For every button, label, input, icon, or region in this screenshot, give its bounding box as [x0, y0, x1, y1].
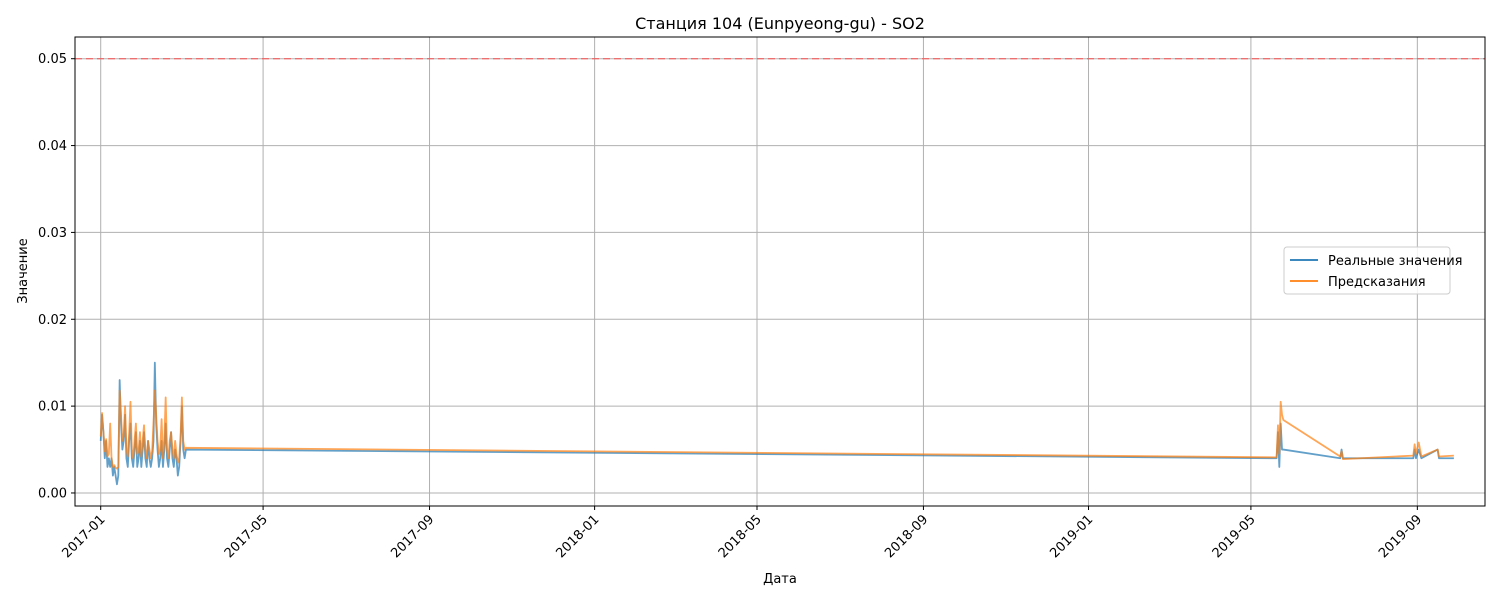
y-tick-label: 0.02	[38, 313, 67, 328]
series-line-predicted	[99, 389, 1454, 470]
legend-label-real: Реальные значения	[1328, 254, 1463, 269]
y-tick-label: 0.00	[38, 486, 67, 501]
chart-title: Станция 104 (Eunpyeong-gu) - SO2	[635, 14, 925, 33]
x-axis-label: Дата	[763, 572, 797, 587]
legend-box	[1283, 246, 1451, 295]
y-axis-ticks: 0.00 0.01 0.02 0.03 0.04 0.05	[38, 52, 75, 501]
legend-label-predicted: Предсказания	[1328, 275, 1426, 290]
y-tick-label: 0.04	[38, 139, 67, 154]
y-axis-label: Значение	[16, 238, 31, 303]
axes-frame	[74, 36, 1486, 507]
y-tick-label: 0.01	[38, 400, 67, 415]
axes-background	[75, 37, 1485, 506]
legend: Реальные значения Предсказания	[1283, 246, 1463, 295]
plot-area	[74, 36, 1486, 507]
y-tick-label: 0.05	[38, 52, 67, 67]
series-layer	[99, 361, 1454, 486]
y-tick-label: 0.03	[38, 226, 67, 241]
